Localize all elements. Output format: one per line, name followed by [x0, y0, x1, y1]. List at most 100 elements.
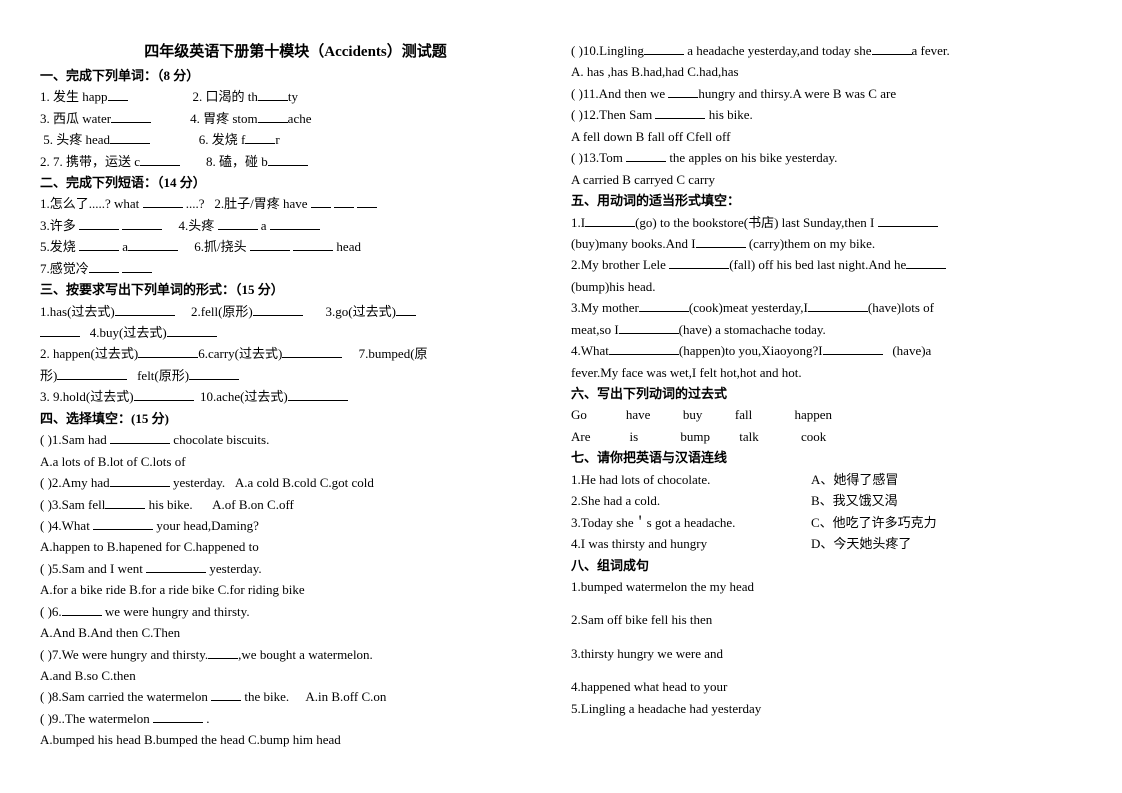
- blank[interactable]: [122, 217, 162, 230]
- s4-q12: ( )12.Then Sam his bike.: [571, 104, 1082, 125]
- blank[interactable]: [639, 300, 689, 313]
- s8-q1: 1.bumped watermelon the my head: [571, 576, 1082, 597]
- blank[interactable]: [189, 367, 239, 380]
- worksheet-page: 四年级英语下册第十模块（Accidents）测试题 一、完成下列单词：（8 分）…: [0, 0, 1122, 771]
- section-8-head: 八、组词成句: [571, 555, 1082, 576]
- s8-q3: 3.thirsty hungry we were and: [571, 643, 1082, 664]
- blank[interactable]: [110, 474, 170, 487]
- blank[interactable]: [311, 196, 331, 209]
- s4-q2: ( )2.Amy had yesterday. A.a cold B.cold …: [40, 472, 551, 493]
- blank[interactable]: [878, 214, 938, 227]
- s2-line-4: 7.感觉冷: [40, 258, 551, 279]
- s4-q9o: A.bumped his head B.bumped the head C.bu…: [40, 729, 551, 750]
- blank[interactable]: [253, 303, 303, 316]
- blank[interactable]: [93, 517, 153, 530]
- spacer: [571, 664, 1082, 676]
- s1-line-3: 5. 头疼 head 6. 发烧 fr: [40, 129, 551, 150]
- blank[interactable]: [696, 235, 746, 248]
- blank[interactable]: [138, 346, 198, 359]
- blank[interactable]: [334, 196, 354, 209]
- blank[interactable]: [396, 303, 416, 316]
- spacer: [571, 597, 1082, 609]
- blank[interactable]: [115, 303, 175, 316]
- blank[interactable]: [293, 239, 333, 252]
- right-column: ( )10.Lingling a headache yesterday,and …: [561, 40, 1092, 751]
- blank[interactable]: [258, 110, 288, 123]
- s8-q4: 4.happened what head to your: [571, 676, 1082, 697]
- blank[interactable]: [57, 367, 127, 380]
- blank[interactable]: [282, 346, 342, 359]
- blank[interactable]: [105, 496, 145, 509]
- blank[interactable]: [111, 110, 151, 123]
- section-5-head: 五、用动词的适当形式填空：: [571, 190, 1082, 211]
- blank[interactable]: [906, 257, 946, 270]
- blank[interactable]: [268, 153, 308, 166]
- s4-q6o: A.And B.And then C.Then: [40, 622, 551, 643]
- blank[interactable]: [211, 689, 241, 702]
- s4-q5: ( )5.Sam and I went yesterday.: [40, 558, 551, 579]
- s6-r1: Go have buy fall happen: [571, 404, 1082, 425]
- blank[interactable]: [62, 603, 102, 616]
- blank[interactable]: [143, 196, 183, 209]
- s4-q4o: A.happen to B.hapened for C.happened to: [40, 536, 551, 557]
- s3-line-4: 形) felt(原形): [40, 365, 551, 386]
- s8-q2: 2.Sam off bike fell his then: [571, 609, 1082, 630]
- s4-q10: ( )10.Lingling a headache yesterday,and …: [571, 40, 1082, 61]
- section-3-head: 三、按要求写出下列单词的形式：（15 分）: [40, 279, 551, 300]
- blank[interactable]: [140, 153, 180, 166]
- s4-q9: ( )9..The watermelon .: [40, 708, 551, 729]
- blank[interactable]: [146, 560, 206, 573]
- blank[interactable]: [655, 107, 705, 120]
- blank[interactable]: [872, 42, 912, 55]
- blank[interactable]: [79, 217, 119, 230]
- s4-q1o: A.a lots of B.lot of C.lots of: [40, 451, 551, 472]
- section-7-head: 七、请你把英语与汉语连线: [571, 447, 1082, 468]
- blank[interactable]: [167, 324, 217, 337]
- s7-q4: 4.I was thirsty and hungryD、今天她头疼了: [571, 533, 1082, 554]
- blank[interactable]: [218, 217, 258, 230]
- blank[interactable]: [357, 196, 377, 209]
- blank[interactable]: [134, 389, 194, 402]
- blank[interactable]: [258, 89, 288, 102]
- s4-q8: ( )8.Sam carried the watermelon the bike…: [40, 686, 551, 707]
- s4-q3: ( )3.Sam fell his bike. A.of B.on C.off: [40, 494, 551, 515]
- blank[interactable]: [153, 710, 203, 723]
- blank[interactable]: [626, 150, 666, 163]
- blank[interactable]: [108, 89, 128, 102]
- blank[interactable]: [110, 432, 170, 445]
- blank[interactable]: [122, 260, 152, 273]
- blank[interactable]: [245, 131, 275, 144]
- blank[interactable]: [808, 300, 868, 313]
- s4-q1: ( )1.Sam had chocolate biscuits.: [40, 429, 551, 450]
- s5-q4b: fever.My face was wet,I felt hot,hot and…: [571, 362, 1082, 383]
- blank[interactable]: [270, 217, 320, 230]
- spacer: [571, 631, 1082, 643]
- blank[interactable]: [644, 42, 684, 55]
- blank[interactable]: [89, 260, 119, 273]
- blank[interactable]: [823, 342, 883, 355]
- page-title: 四年级英语下册第十模块（Accidents）测试题: [40, 40, 551, 65]
- blank[interactable]: [40, 324, 80, 337]
- s3-line-1: 1.has(过去式) 2.fell(原形) 3.go(过去式): [40, 301, 551, 322]
- blank[interactable]: [609, 342, 679, 355]
- blank[interactable]: [110, 131, 150, 144]
- s2-line-3: 5.发烧 a 6.抓/挠头 head: [40, 236, 551, 257]
- left-column: 四年级英语下册第十模块（Accidents）测试题 一、完成下列单词：（8 分）…: [30, 40, 561, 751]
- s5-q1a: 1.I(go) to the bookstore(书店) last Sunday…: [571, 212, 1082, 233]
- section-6-head: 六、写出下列动词的过去式: [571, 383, 1082, 404]
- s5-q4a: 4.What(happen)to you,Xiaoyong?I (have)a: [571, 340, 1082, 361]
- section-1-head: 一、完成下列单词：（8 分）: [40, 65, 551, 86]
- blank[interactable]: [250, 239, 290, 252]
- s3-line-5: 3. 9.hold(过去式) 10.ache(过去式): [40, 386, 551, 407]
- blank[interactable]: [619, 321, 679, 334]
- s4-q7o: A.and B.so C.then: [40, 665, 551, 686]
- s1-line-4: 2. 7. 携带，运送 c 8. 磕，碰 b: [40, 151, 551, 172]
- blank[interactable]: [585, 214, 635, 227]
- blank[interactable]: [668, 85, 698, 98]
- blank[interactable]: [128, 239, 178, 252]
- blank[interactable]: [669, 257, 729, 270]
- blank[interactable]: [79, 239, 119, 252]
- s1-line-1: 1. 发生 happ 2. 口渴的 thty: [40, 86, 551, 107]
- blank[interactable]: [208, 646, 238, 659]
- blank[interactable]: [288, 389, 348, 402]
